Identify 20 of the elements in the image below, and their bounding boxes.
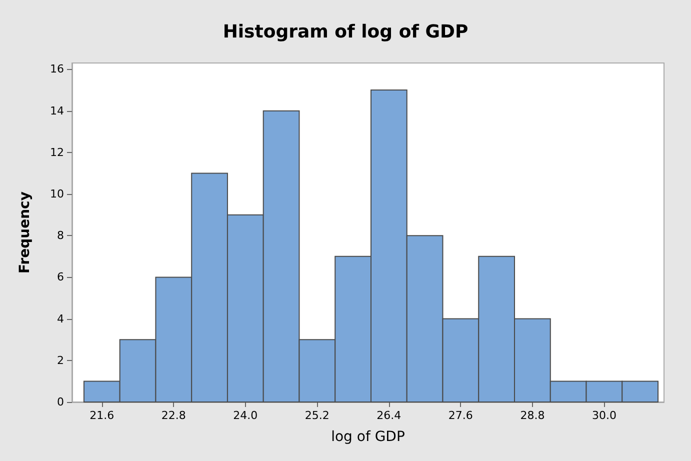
x-tick-label: 22.8 (161, 409, 186, 422)
y-tick-label: 14 (50, 104, 64, 118)
y-tick-label: 8 (57, 229, 64, 242)
y-tick-label: 6 (57, 270, 64, 284)
y-tick-label: 12 (50, 146, 64, 159)
x-tick-label: 26.4 (376, 409, 402, 422)
y-tick-label: 16 (50, 62, 64, 76)
x-tick-label: 30.0 (592, 409, 616, 422)
x-tick-label: 21.6 (90, 409, 114, 422)
y-tick-label: 0 (57, 396, 64, 408)
x-tick-label: 25.2 (304, 409, 330, 422)
x-tick-label: 27.6 (448, 409, 473, 422)
chart-title: Histogram of log of GDP (222, 22, 468, 42)
x-axis-title: log of GDP (331, 429, 405, 445)
y-axis-title: Frequency (17, 192, 33, 274)
y-tick-label: 2 (57, 354, 64, 367)
y-tick-label: 4 (57, 312, 64, 326)
x-tick-label: 28.8 (520, 409, 545, 422)
y-tick-label: 10 (50, 188, 64, 201)
x-tick-label: 24.0 (233, 409, 258, 422)
